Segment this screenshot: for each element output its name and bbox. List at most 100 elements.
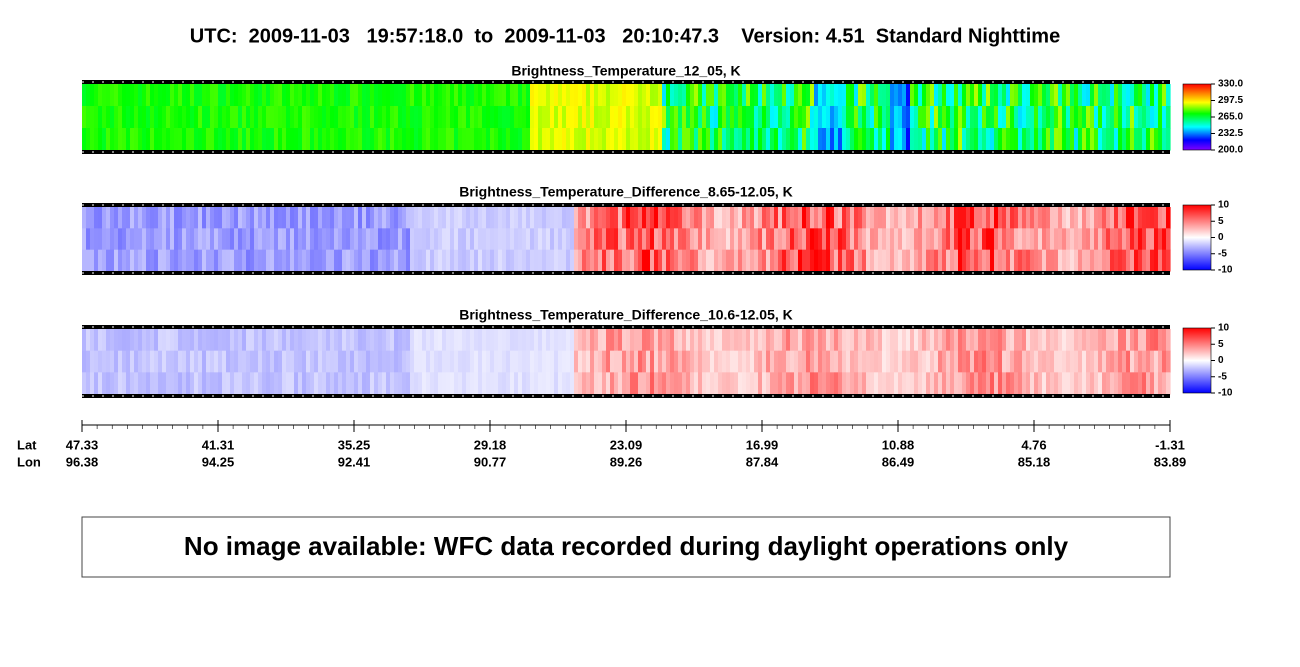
pixel (378, 106, 383, 129)
pixel (338, 84, 343, 107)
pixel (722, 249, 727, 272)
lat-tick-label: 35.25 (338, 437, 371, 452)
pixel (350, 372, 355, 395)
pixel (622, 207, 627, 229)
pixel (274, 207, 279, 229)
pixel (774, 228, 779, 251)
pixel (834, 329, 839, 352)
pixel (310, 84, 315, 107)
pixel (442, 249, 447, 272)
pixel (606, 329, 611, 352)
pixel (158, 350, 163, 373)
pixel (1094, 228, 1099, 251)
pixel (826, 329, 831, 352)
pixel (282, 228, 287, 251)
pixel (118, 207, 123, 229)
colorbar-tick-label: 330.0 (1218, 79, 1243, 90)
pixel (946, 350, 951, 373)
pixel (194, 84, 199, 107)
pixel (1062, 372, 1067, 395)
pixel (118, 228, 123, 251)
pixel (366, 106, 371, 129)
pixel (538, 106, 543, 129)
pixel (306, 228, 311, 251)
pixel (990, 128, 995, 151)
pixel (630, 350, 635, 373)
pixel (454, 329, 459, 352)
pixel (666, 350, 671, 373)
pixel (814, 207, 819, 229)
pixel (86, 372, 91, 395)
pixel (378, 128, 383, 151)
pixel (870, 207, 875, 229)
pixel (930, 228, 935, 251)
pixel (1034, 128, 1039, 151)
pixel (854, 249, 859, 272)
pixel (714, 106, 719, 129)
pixel (822, 84, 827, 107)
pixel (238, 207, 243, 229)
pixel (566, 372, 571, 395)
pixel (258, 372, 263, 395)
pixel (218, 207, 223, 229)
pixel (882, 128, 887, 151)
pixel (130, 84, 135, 107)
pixel (614, 106, 619, 129)
pixel (582, 329, 587, 352)
pixel (782, 128, 787, 151)
pixel (1066, 84, 1071, 107)
pixel (698, 372, 703, 395)
pixel (286, 106, 291, 129)
pixel (870, 249, 875, 272)
pixel (1046, 249, 1051, 272)
pixel (986, 350, 991, 373)
pixel (942, 249, 947, 272)
pixel (206, 207, 211, 229)
pixel (1122, 84, 1127, 107)
pixel (342, 84, 347, 107)
pixel (842, 106, 847, 129)
pixel (538, 84, 543, 107)
pixel (1102, 372, 1107, 395)
pixel (434, 207, 439, 229)
pixel (466, 350, 471, 373)
pixel (1158, 329, 1163, 352)
pixel (206, 84, 211, 107)
pixel (458, 350, 463, 373)
pixel (342, 228, 347, 251)
pixel (342, 350, 347, 373)
pixel (750, 207, 755, 229)
pixel (798, 228, 803, 251)
pixel (710, 207, 715, 229)
pixel (1046, 106, 1051, 129)
pixel (794, 350, 799, 373)
pixel (578, 128, 583, 151)
pixel (626, 249, 631, 272)
pixel (794, 207, 799, 229)
pixel (1106, 329, 1111, 352)
pixel (718, 350, 723, 373)
pixel (826, 128, 831, 151)
pixel (370, 106, 375, 129)
pixel (502, 106, 507, 129)
pixel (562, 249, 567, 272)
pixel (190, 228, 195, 251)
pixel (686, 249, 691, 272)
pixel (574, 228, 579, 251)
pixel (370, 128, 375, 151)
pixel (522, 372, 527, 395)
pixel (474, 106, 479, 129)
pixel (1102, 329, 1107, 352)
pixel (1154, 372, 1159, 395)
pixel (194, 350, 199, 373)
pixel (898, 207, 903, 229)
pixel (922, 128, 927, 151)
pixel (614, 372, 619, 395)
pixel (510, 128, 515, 151)
pixel (570, 249, 575, 272)
pixel (222, 329, 227, 352)
pixel (1026, 228, 1031, 251)
pixel (902, 350, 907, 373)
pixel (666, 249, 671, 272)
pixel (402, 372, 407, 395)
